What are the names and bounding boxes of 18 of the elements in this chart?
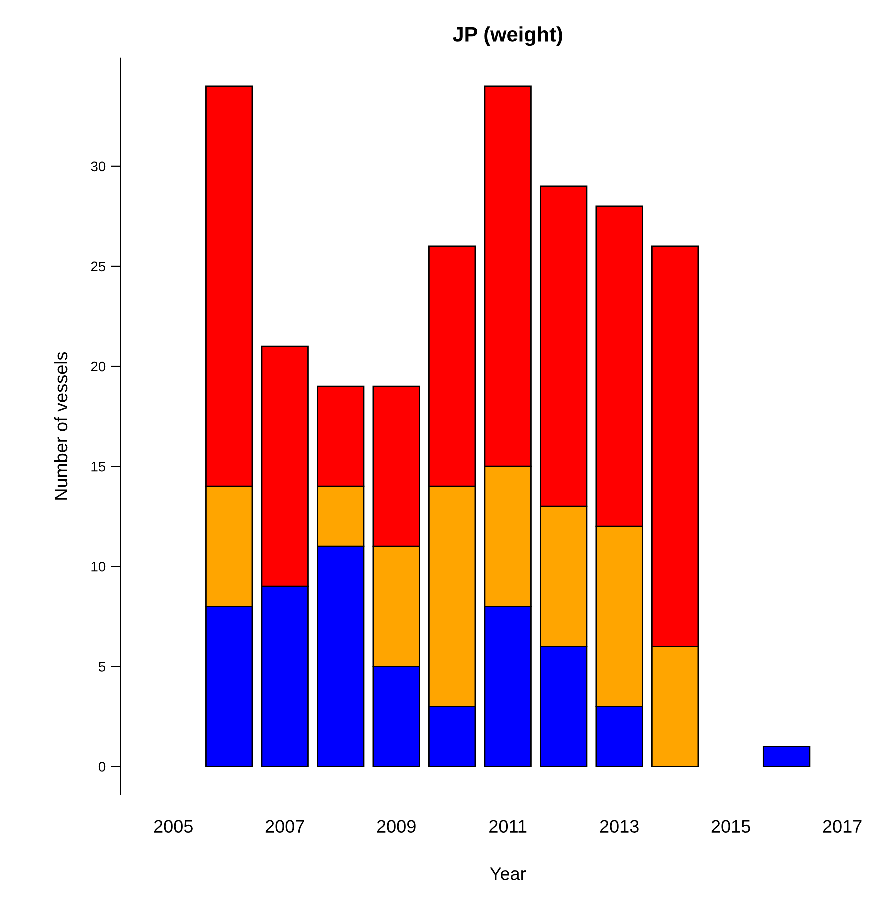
y-tick-label: 5: [98, 662, 106, 672]
x-tick-label: 2017: [823, 820, 862, 833]
x-tick-label: 2005: [154, 820, 193, 833]
x-tick-label: 2011: [490, 820, 527, 833]
x-tick-label: 2009: [377, 820, 416, 833]
y-tick-label: 25: [91, 262, 106, 272]
bar: [762, 746, 811, 768]
x-tick-label: 2015: [712, 820, 750, 833]
y-axis-title: Number of vessels: [54, 352, 68, 500]
y-tick-label: 15: [92, 462, 106, 472]
chart-title: JP (weight): [453, 26, 562, 46]
y-tick-label: 10: [92, 562, 106, 572]
y-tick-label: 30: [91, 162, 106, 172]
x-axis-title: Year: [490, 868, 526, 880]
x-tick-label: 2007: [266, 820, 304, 833]
y-tick-label: 20: [91, 362, 106, 372]
x-tick-label: 2013: [600, 820, 639, 833]
y-tick-label: 0: [98, 762, 106, 772]
